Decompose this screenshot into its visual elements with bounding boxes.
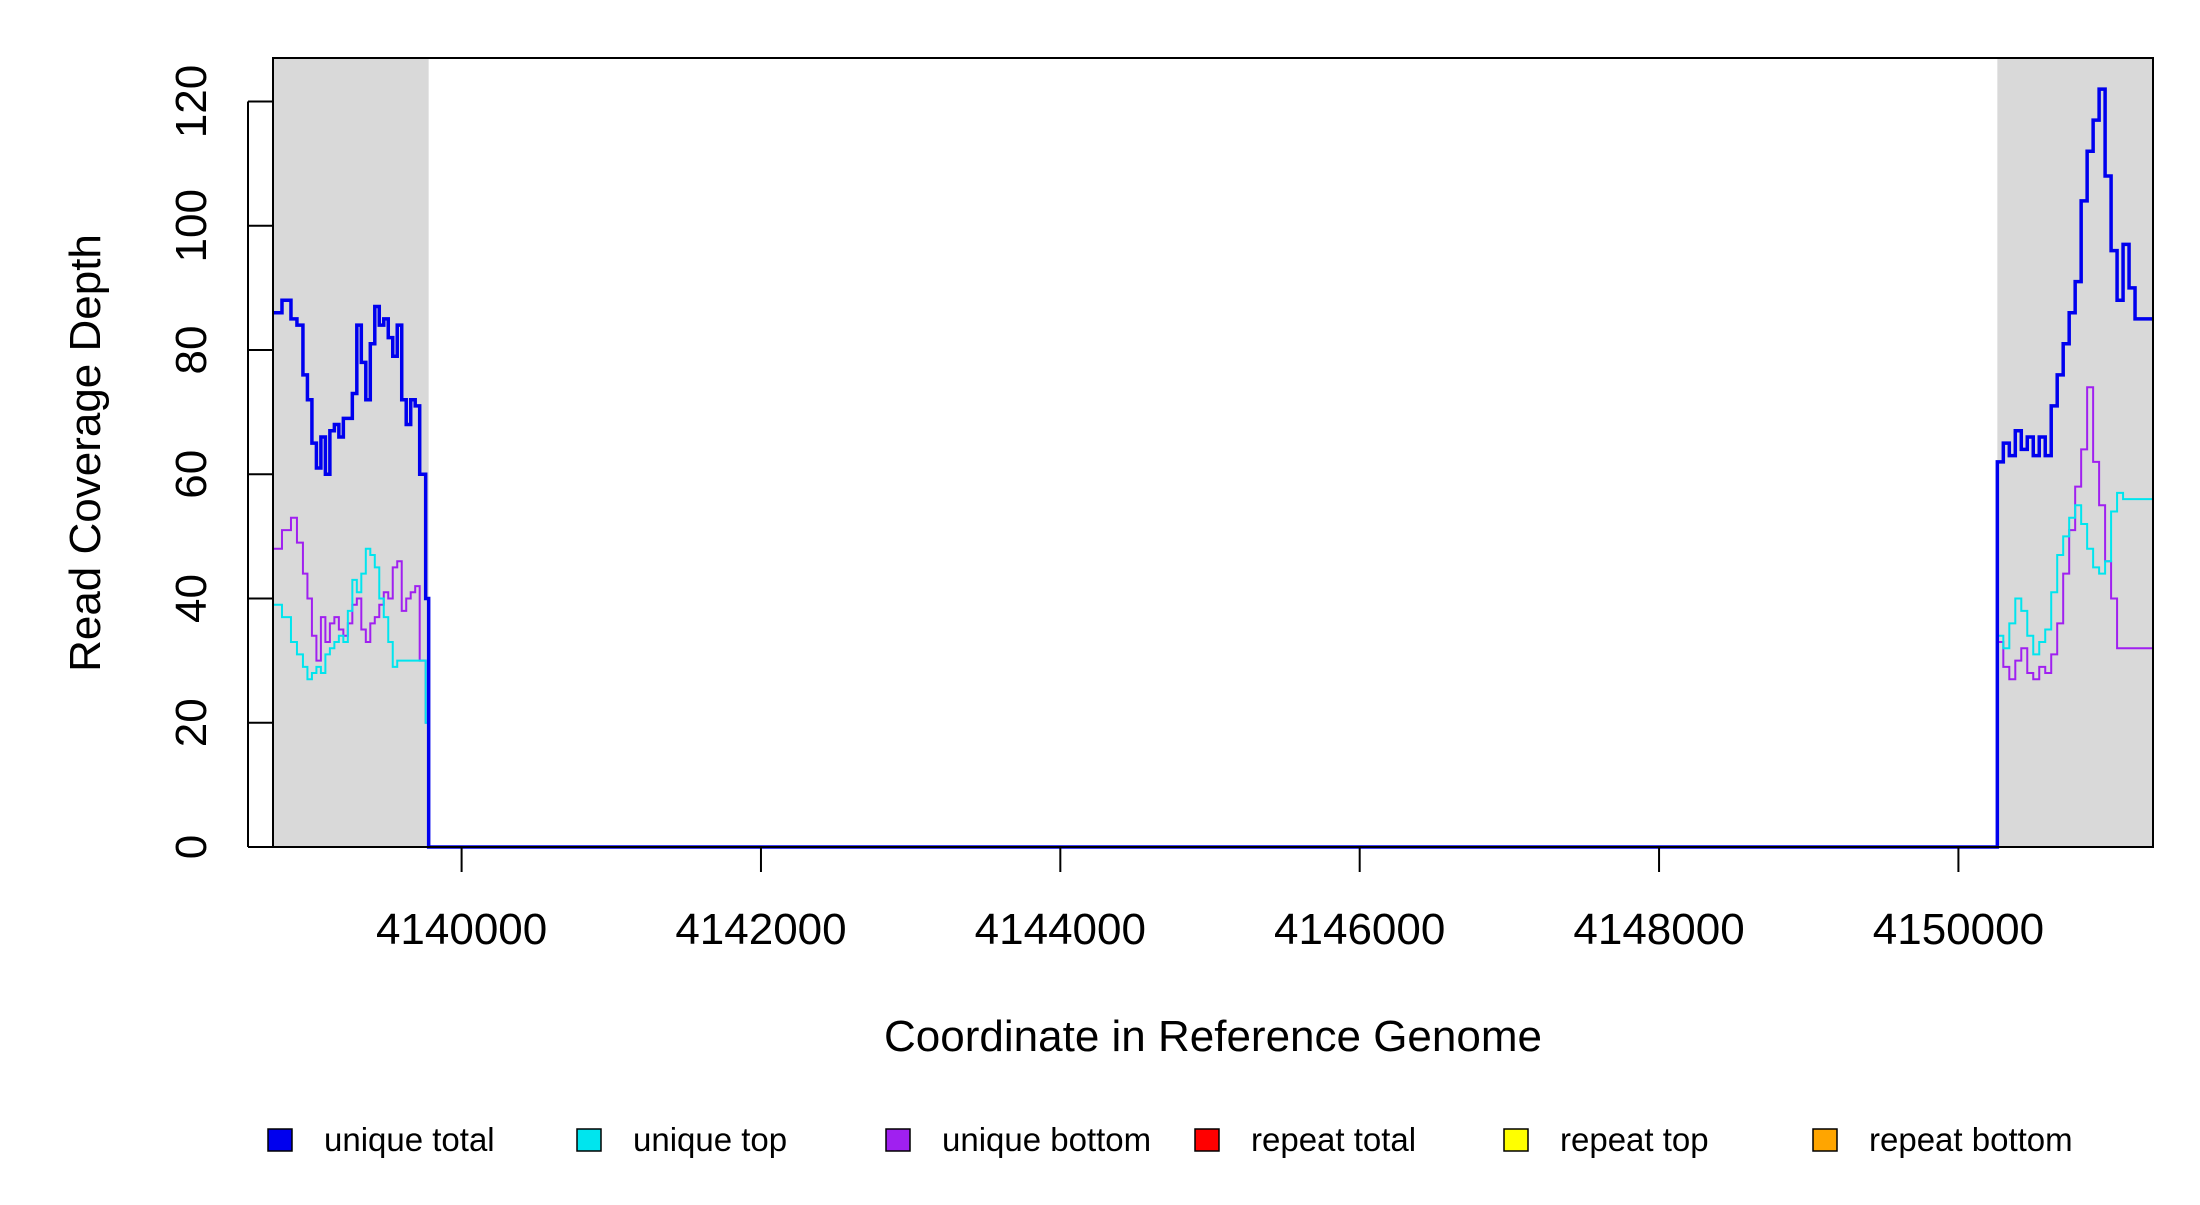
y-axis: 0 20 40 60 80 100 120: [167, 65, 273, 859]
legend-label-unique-total: unique total: [324, 1121, 495, 1158]
series-unique-total: [273, 87, 2153, 849]
x-tick-label-4140000: 4140000: [376, 905, 547, 954]
legend-swatch-unique-top: [576, 1128, 602, 1152]
y-tick-label-100: 100: [167, 189, 216, 262]
x-tick-label-4146000: 4146000: [1274, 905, 1445, 954]
x-tick-label-4148000: 4148000: [1573, 905, 1744, 954]
legend-label-repeat-total: repeat total: [1251, 1121, 1416, 1158]
legend-swatch-repeat-bottom: [1812, 1128, 1838, 1152]
shaded-region-2: [1997, 58, 2153, 847]
y-tick-label-60: 60: [167, 450, 216, 499]
legend: unique total unique top unique bottom repea…: [267, 1121, 2073, 1158]
x-tick-label-4142000: 4142000: [675, 905, 846, 954]
legend-label-unique-top: unique top: [633, 1121, 787, 1158]
legend-label-repeat-top: repeat top: [1560, 1121, 1709, 1158]
series-unique-bottom: [273, 386, 2153, 848]
shaded-regions: [273, 58, 2153, 847]
shaded-region-1: [273, 58, 429, 847]
y-tick-label-40: 40: [167, 574, 216, 623]
legend-label-unique-bottom: unique bottom: [942, 1121, 1151, 1158]
legend-label-repeat-bottom: repeat bottom: [1869, 1121, 2073, 1158]
legend-swatch-unique-total: [267, 1128, 293, 1152]
y-tick-label-120: 120: [167, 65, 216, 138]
legend-swatch-unique-bottom: [885, 1128, 911, 1152]
y-tick-label-20: 20: [167, 698, 216, 747]
y-tick-label-80: 80: [167, 326, 216, 375]
series-lines: [273, 87, 2153, 849]
legend-swatch-repeat-top: [1503, 1128, 1529, 1152]
y-axis-title: Read Coverage Depth: [61, 234, 110, 672]
x-axis: 4140000 4142000 4144000 4146000 4148000 41500…: [376, 846, 2044, 954]
x-axis-title: Coordinate in Reference Genome: [884, 1012, 1542, 1061]
y-tick-label-0: 0: [167, 835, 216, 859]
series-unique-top: [273, 491, 2153, 848]
legend-swatch-repeat-total: [1194, 1128, 1220, 1152]
x-tick-label-4144000: 4144000: [975, 905, 1146, 954]
plot-frame: [272, 57, 2154, 848]
x-tick-label-4150000: 4150000: [1873, 905, 2044, 954]
